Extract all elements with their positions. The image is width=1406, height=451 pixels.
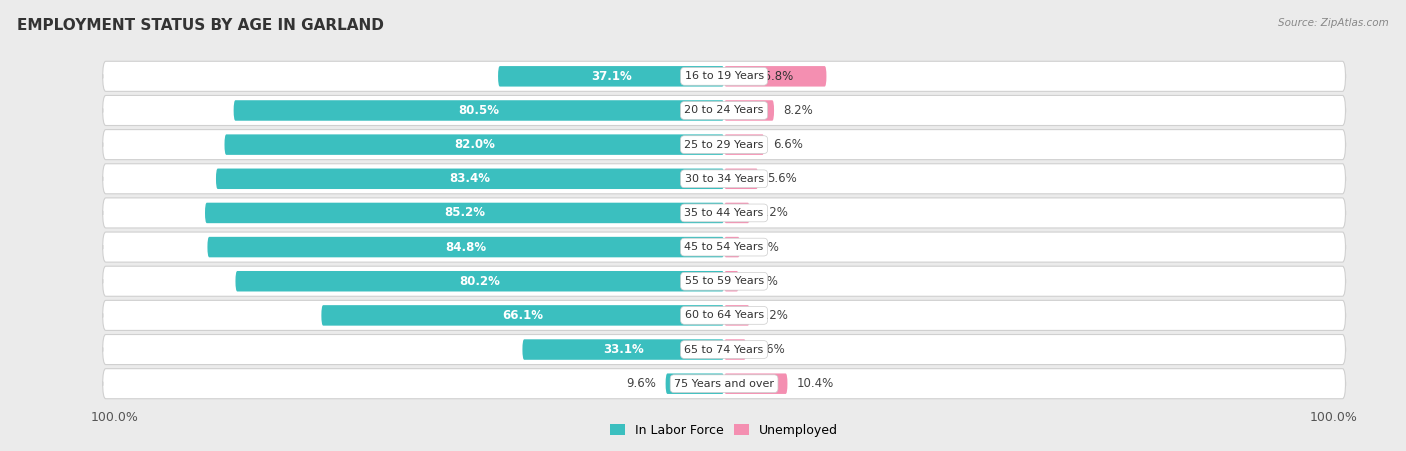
FancyBboxPatch shape (724, 237, 740, 258)
Text: 85.2%: 85.2% (444, 207, 485, 220)
FancyBboxPatch shape (205, 202, 724, 223)
Text: 8.2%: 8.2% (783, 104, 813, 117)
FancyBboxPatch shape (724, 305, 749, 326)
Text: 82.0%: 82.0% (454, 138, 495, 151)
Text: 4.2%: 4.2% (759, 207, 789, 220)
Text: 6.6%: 6.6% (773, 138, 803, 151)
Text: EMPLOYMENT STATUS BY AGE IN GARLAND: EMPLOYMENT STATUS BY AGE IN GARLAND (17, 18, 384, 33)
FancyBboxPatch shape (724, 202, 749, 223)
FancyBboxPatch shape (724, 339, 747, 360)
FancyBboxPatch shape (724, 271, 738, 291)
Text: 20 to 24 Years: 20 to 24 Years (685, 106, 763, 115)
Legend: In Labor Force, Unemployed: In Labor Force, Unemployed (605, 419, 844, 442)
FancyBboxPatch shape (523, 339, 724, 360)
FancyBboxPatch shape (103, 300, 1346, 331)
Text: 25 to 29 Years: 25 to 29 Years (685, 140, 763, 150)
Text: 2.4%: 2.4% (748, 275, 778, 288)
FancyBboxPatch shape (322, 305, 724, 326)
Text: 66.1%: 66.1% (502, 309, 543, 322)
FancyBboxPatch shape (665, 373, 724, 394)
FancyBboxPatch shape (103, 129, 1346, 160)
FancyBboxPatch shape (103, 266, 1346, 296)
Text: 30 to 34 Years: 30 to 34 Years (685, 174, 763, 184)
FancyBboxPatch shape (724, 100, 775, 121)
FancyBboxPatch shape (208, 237, 724, 258)
Text: 16.8%: 16.8% (756, 70, 794, 83)
Text: 45 to 54 Years: 45 to 54 Years (685, 242, 763, 252)
Text: 33.1%: 33.1% (603, 343, 644, 356)
FancyBboxPatch shape (103, 368, 1346, 399)
FancyBboxPatch shape (235, 271, 724, 291)
FancyBboxPatch shape (724, 373, 787, 394)
FancyBboxPatch shape (103, 164, 1346, 194)
Text: 80.5%: 80.5% (458, 104, 499, 117)
FancyBboxPatch shape (724, 169, 758, 189)
FancyBboxPatch shape (217, 169, 724, 189)
FancyBboxPatch shape (498, 66, 724, 87)
FancyBboxPatch shape (225, 134, 724, 155)
Text: 60 to 64 Years: 60 to 64 Years (685, 310, 763, 320)
FancyBboxPatch shape (103, 335, 1346, 364)
Text: Source: ZipAtlas.com: Source: ZipAtlas.com (1278, 18, 1389, 28)
FancyBboxPatch shape (103, 198, 1346, 228)
FancyBboxPatch shape (103, 61, 1346, 92)
Text: 83.4%: 83.4% (450, 172, 491, 185)
FancyBboxPatch shape (724, 66, 827, 87)
Text: 55 to 59 Years: 55 to 59 Years (685, 276, 763, 286)
Text: 2.6%: 2.6% (749, 240, 779, 253)
Text: 9.6%: 9.6% (627, 377, 657, 390)
FancyBboxPatch shape (103, 232, 1346, 262)
Text: 16 to 19 Years: 16 to 19 Years (685, 71, 763, 81)
Text: 37.1%: 37.1% (591, 70, 631, 83)
Text: 75 Years and over: 75 Years and over (673, 379, 775, 389)
Text: 4.2%: 4.2% (759, 309, 789, 322)
Text: 65 to 74 Years: 65 to 74 Years (685, 345, 763, 354)
FancyBboxPatch shape (103, 96, 1346, 125)
Text: 84.8%: 84.8% (446, 240, 486, 253)
FancyBboxPatch shape (233, 100, 724, 121)
Text: 80.2%: 80.2% (460, 275, 501, 288)
Text: 35 to 44 Years: 35 to 44 Years (685, 208, 763, 218)
Text: 3.6%: 3.6% (755, 343, 785, 356)
Text: 10.4%: 10.4% (797, 377, 834, 390)
Text: 5.6%: 5.6% (768, 172, 797, 185)
FancyBboxPatch shape (724, 134, 765, 155)
